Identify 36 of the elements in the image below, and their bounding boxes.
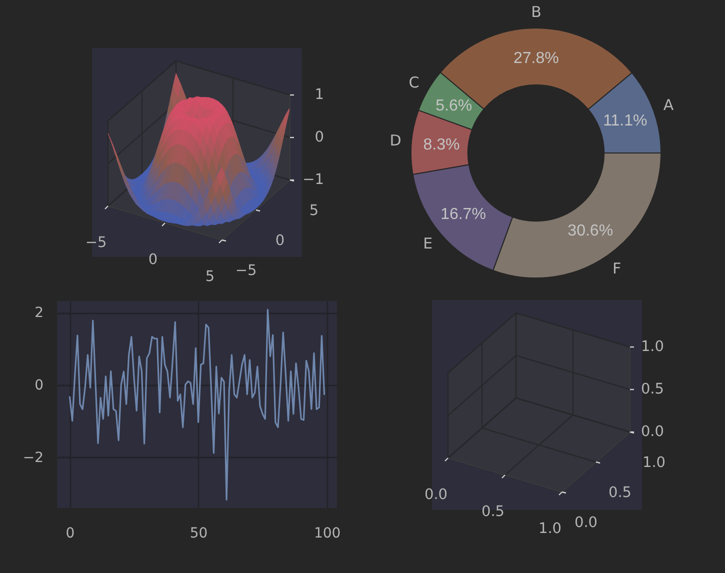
data-label: 27.8% bbox=[513, 50, 559, 68]
data-label: 16.7% bbox=[440, 206, 486, 223]
text: −5 bbox=[235, 263, 257, 279]
text: 1.0 bbox=[640, 339, 664, 355]
slice-label: E bbox=[423, 234, 433, 252]
text: 0.5 bbox=[640, 382, 664, 398]
text: 0.0 bbox=[574, 515, 598, 531]
slice-label: F bbox=[612, 260, 622, 278]
slice-label: B bbox=[531, 3, 542, 21]
y-tick-label: 2 bbox=[34, 305, 44, 322]
text: 5 bbox=[205, 269, 215, 285]
text: 0.0 bbox=[424, 487, 448, 503]
text: 1.0 bbox=[642, 455, 666, 471]
text: 0.5 bbox=[608, 485, 632, 501]
x-tick-label: 100 bbox=[314, 526, 341, 542]
text: 0 bbox=[148, 252, 158, 268]
text: 0.0 bbox=[640, 424, 664, 440]
text: −1 bbox=[302, 172, 324, 188]
slice-label: C bbox=[408, 73, 420, 92]
text: 1.0 bbox=[538, 521, 562, 537]
slice-label: D bbox=[390, 132, 402, 150]
x-tick-label: 50 bbox=[190, 526, 208, 542]
data-label: 30.6% bbox=[568, 222, 614, 240]
data-label: 5.6% bbox=[436, 98, 472, 115]
text: 0.5 bbox=[481, 504, 505, 520]
text: 5 bbox=[309, 203, 319, 219]
x-tick-label: 0 bbox=[66, 526, 75, 542]
slice-label: A bbox=[663, 96, 674, 114]
text: 0 bbox=[314, 130, 324, 146]
text: −5 bbox=[85, 235, 107, 251]
y-tick-label: −2 bbox=[22, 450, 44, 466]
data-label: 11.1% bbox=[603, 112, 648, 130]
text: 1 bbox=[314, 87, 324, 103]
data-label: 8.3% bbox=[423, 136, 460, 154]
y-tick-label: 0 bbox=[34, 377, 44, 394]
text: 0 bbox=[275, 233, 285, 249]
